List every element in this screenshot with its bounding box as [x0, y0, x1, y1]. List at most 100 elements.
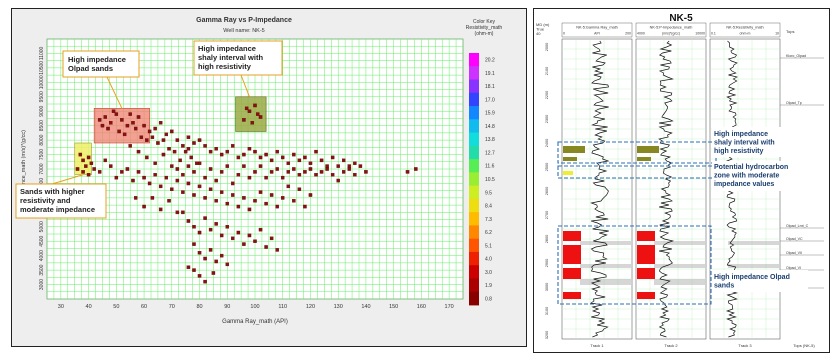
y-tick-label: 8500 — [39, 120, 45, 131]
scatter-point — [142, 204, 146, 209]
color-key-swatch — [469, 92, 479, 107]
shale-band — [654, 241, 705, 245]
y-tick-label: 5000 — [39, 221, 45, 232]
scatter-point — [197, 184, 202, 189]
track-header-max: 200 — [625, 32, 631, 36]
scatter-point — [167, 147, 171, 151]
color-key-swatch — [469, 66, 479, 80]
scatter-point — [269, 170, 274, 174]
scatter-point — [147, 181, 152, 186]
sands-callout-arrow — [51, 174, 84, 185]
y-tick-label: 6500 — [39, 178, 45, 189]
scatter-point — [319, 158, 324, 163]
scatter-point — [208, 227, 213, 232]
scatter-point — [314, 173, 318, 177]
scatter-point — [286, 184, 291, 189]
y-tick-label: 11000 — [39, 46, 45, 60]
scatter-point — [236, 230, 241, 235]
plot-grid — [46, 38, 464, 300]
scatter-point — [142, 175, 146, 180]
shale-band — [580, 264, 631, 268]
scatter-point — [158, 207, 163, 212]
scatter-point — [150, 196, 155, 200]
track-headers: MD (m) True 40 NK-5:Gamma Ray_math API 0 200 NK… — [536, 22, 794, 38]
color-key-label: 4.0 — [485, 257, 492, 263]
scatter-point — [203, 216, 207, 220]
track-header-box — [709, 22, 781, 38]
scatter-point — [308, 193, 313, 197]
track-footer: Tops (NK-5) — [793, 343, 815, 348]
color-key-label: 10.5 — [485, 177, 495, 183]
scatter-point — [186, 265, 191, 269]
color-key-swatch — [469, 79, 479, 94]
scatter-point — [192, 225, 196, 229]
scatter-point — [100, 123, 105, 128]
well-log-title: NK-5 — [669, 13, 693, 24]
y-tick-label: 7500 — [39, 149, 45, 160]
shaly-fill — [637, 157, 651, 161]
scatter-point — [325, 164, 329, 168]
scatter-point — [236, 173, 241, 177]
color-key-label: 17.0 — [485, 97, 495, 103]
x-tick-label: 40 — [86, 304, 92, 310]
scatter-point — [92, 167, 96, 171]
scatter-point — [161, 138, 166, 142]
scatter-point — [153, 161, 157, 165]
y-tick-label: 8000 — [39, 134, 45, 145]
shale-band — [654, 264, 705, 268]
color-key-swatch — [469, 212, 479, 226]
scatter-point — [103, 115, 107, 119]
scatter-point — [117, 129, 121, 134]
track-footer: Track 3 — [738, 343, 752, 348]
scatter-point — [164, 175, 169, 180]
olpad-annotation-bg — [712, 270, 808, 292]
scatter-point — [203, 196, 207, 200]
tops-header: Tops — [786, 29, 794, 34]
scatter-point — [131, 121, 135, 125]
x-tick-label: 90 — [224, 304, 230, 310]
scatter-point — [203, 175, 207, 180]
color-key-swatch — [469, 53, 479, 67]
scatter-point — [308, 161, 313, 165]
scatter-point — [120, 170, 124, 174]
scatter-point — [186, 147, 191, 151]
scatter-point — [269, 236, 274, 241]
y-axis-label: P-Impedance_math (m/s)*(g/cc) — [21, 130, 27, 208]
y-tick-label: 10500 — [39, 61, 45, 75]
scatter-point — [253, 149, 257, 154]
scatter-point — [286, 161, 291, 165]
scatter-point — [244, 106, 249, 111]
scatter-point — [242, 242, 246, 246]
color-key: Color Key Resistivity_math (ohm-m) 20.2 19.1… — [466, 19, 502, 306]
scatter-point — [197, 230, 202, 235]
scatter-point — [181, 144, 185, 148]
scatter-point — [341, 170, 346, 174]
scatter-point — [231, 236, 235, 241]
track-header-max: 10 — [775, 32, 779, 36]
scatter-point — [225, 149, 230, 154]
x-tick-label: 170 — [445, 304, 454, 310]
color-key-swatch — [469, 172, 479, 187]
scatter-point — [258, 164, 263, 168]
scatter-point — [358, 164, 363, 168]
scatter-point — [269, 158, 274, 163]
scatter-point — [236, 155, 241, 160]
scatter-point — [183, 149, 188, 154]
scatter-point — [214, 147, 218, 151]
scatter-point — [114, 175, 119, 180]
scatter-point — [156, 141, 160, 145]
scatter-point — [153, 173, 157, 177]
scatter-point — [303, 155, 307, 160]
p-impedance-curve — [658, 40, 675, 338]
scatter-point — [192, 193, 196, 197]
shaly-fill — [563, 157, 577, 161]
track-header-name: NK-5:P-Impedance_math — [650, 26, 693, 30]
scatter-point — [175, 210, 180, 215]
chart-subtitle: Well name: NK-5 — [223, 28, 264, 34]
color-key-label: 11.6 — [485, 164, 495, 170]
track-header-max: 10000 — [695, 32, 705, 36]
shaly-annotation-text: High impedance shaly interval with high re… — [714, 131, 775, 155]
scatter-point — [253, 239, 257, 243]
scatter-point — [186, 135, 191, 139]
scatter-point — [170, 129, 174, 134]
